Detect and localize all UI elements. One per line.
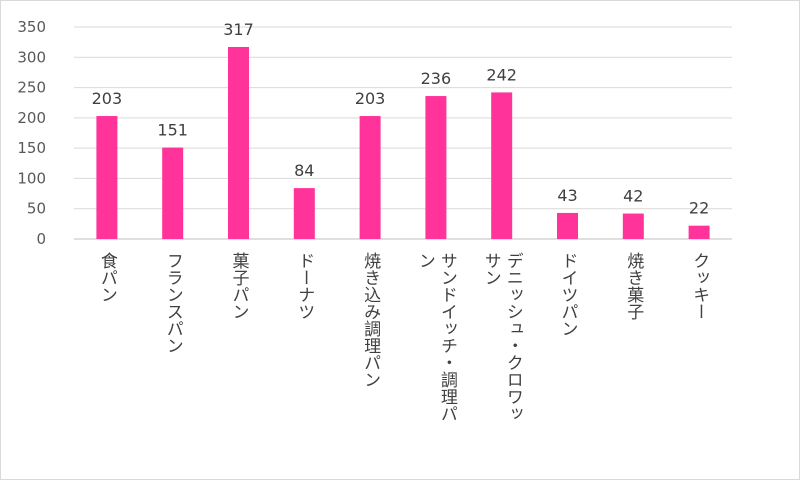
data-label: 242	[486, 65, 517, 84]
y-tick-label: 50	[27, 200, 46, 218]
category-label: フランスパン	[163, 252, 183, 354]
data-labels: 203 151 317 84 203 236 242 43 42 22	[92, 20, 710, 218]
y-tick-label: 0	[36, 230, 46, 248]
data-label: 151	[157, 121, 188, 140]
y-tick-label: 100	[17, 169, 46, 187]
bar	[557, 212, 578, 239]
category-label: クッキー	[689, 252, 709, 320]
bar	[162, 147, 184, 239]
y-tick-label: 200	[17, 109, 46, 127]
category-labels: 食パン フランスパン 菓子パン ドーナツ 焼き込み調理パン サンドイッチ・調理パン デニッシ…	[97, 252, 709, 422]
category-label: 焼き込み調理パン	[360, 252, 381, 388]
bar	[491, 92, 513, 239]
y-tick-label: 150	[17, 139, 46, 157]
category-label: デニッシュ・クロワッ	[503, 252, 523, 422]
bars	[96, 46, 710, 240]
category-label: 食パン	[97, 252, 118, 303]
category-label: 焼き菓子	[623, 252, 644, 320]
bar	[688, 225, 710, 239]
data-label: 203	[92, 89, 123, 108]
bar	[425, 96, 447, 240]
data-label: 43	[557, 186, 577, 205]
category-label: ドーナツ	[294, 252, 314, 320]
y-tick-label: 350	[17, 18, 46, 36]
category-label: ドイツパン	[558, 252, 578, 337]
gridlines	[74, 26, 732, 240]
data-label: 236	[421, 69, 452, 88]
bar	[228, 46, 249, 239]
category-label: サン	[481, 252, 501, 286]
bar	[293, 188, 315, 239]
category-label: サンドイッチ・調理パ	[437, 252, 458, 422]
bar	[359, 116, 381, 239]
y-tick-label: 250	[17, 79, 46, 97]
category-label: ン	[415, 252, 435, 269]
data-label: 22	[689, 199, 709, 218]
y-axis-ticks: 0 50 100 150 200 250 300 350	[17, 18, 46, 248]
bar	[96, 116, 118, 239]
y-tick-label: 300	[17, 48, 46, 66]
bar	[622, 213, 644, 239]
data-label: 84	[294, 161, 314, 180]
data-label: 42	[623, 187, 643, 206]
data-label: 203	[355, 89, 386, 108]
data-label: 317	[223, 20, 254, 39]
category-label: 菓子パン	[229, 252, 250, 320]
